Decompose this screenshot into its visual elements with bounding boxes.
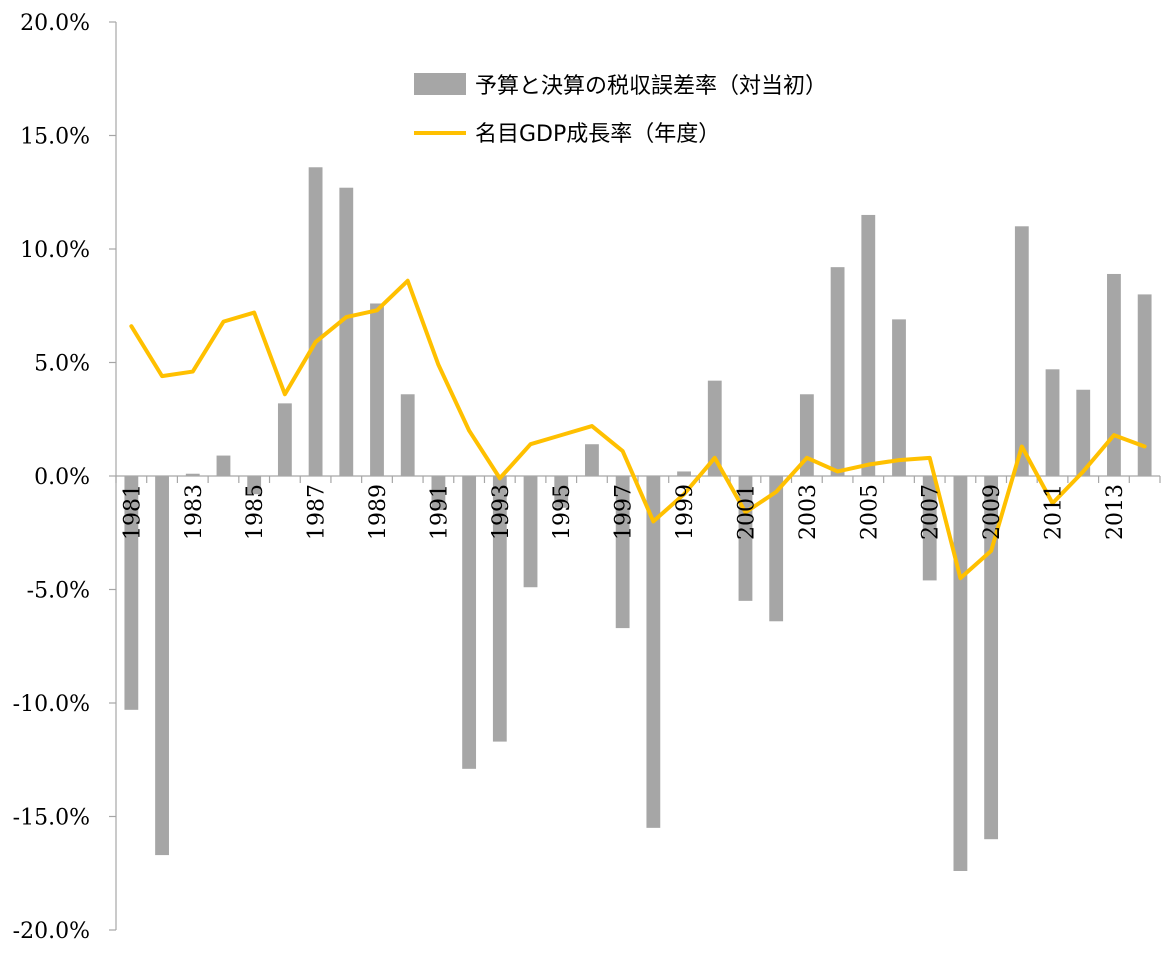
bar-2003 [799, 394, 814, 476]
bar-2010 [1014, 226, 1029, 476]
legend-line-label: 名目GDP成長率（年度） [475, 122, 720, 147]
bar-2008 [953, 476, 968, 871]
x-tick-label: 2011 [1042, 484, 1067, 540]
bar-1987 [308, 167, 323, 476]
y-tick-label: -20.0% [13, 919, 90, 944]
bar-1984 [216, 455, 231, 476]
bar-2000 [707, 380, 722, 476]
y-axis-labels: 20.0% 15.0% 10.0% 5.0% 0.0% -5.0% -10.0% -15.0%… [13, 11, 90, 944]
y-tick-label: 20.0% [20, 11, 90, 36]
axes [109, 21, 1161, 931]
x-tick-label: 1987 [305, 484, 330, 540]
bar-1992 [462, 476, 477, 769]
bar-2007 [922, 476, 937, 581]
x-tick-label: 1991 [427, 484, 452, 540]
legend-bar-label: 予算と決算の税収誤差率（対当初） [475, 74, 827, 99]
bar-1993 [492, 476, 507, 742]
x-tick-label: 1995 [550, 484, 575, 540]
bar-series [124, 167, 1152, 871]
bar-2009 [984, 476, 999, 840]
bar-2012 [1076, 389, 1091, 476]
bar-1990 [400, 394, 415, 476]
bar-1995 [554, 476, 569, 508]
bar-1989 [370, 303, 384, 476]
y-tick-label: 10.0% [20, 238, 90, 263]
bar-1988 [339, 187, 354, 476]
bar-2014 [1137, 294, 1152, 476]
x-tick-label: 1985 [243, 484, 268, 540]
y-tick-label: -5.0% [27, 579, 90, 604]
bar-2011 [1045, 369, 1060, 476]
x-tick-label: 2003 [796, 484, 821, 540]
bar-1997 [615, 476, 630, 629]
bar-1986 [277, 403, 292, 476]
gdp-growth-line [129, 278, 1147, 581]
bar-1998 [646, 476, 661, 828]
bar-2004 [830, 267, 845, 476]
legend-bar-swatch [414, 73, 466, 95]
y-tick-label: -15.0% [13, 806, 90, 831]
legend: 予算と決算の税収誤差率（対当初） 名目GDP成長率（年度） [414, 73, 827, 147]
bar-1994 [523, 476, 538, 588]
line-series [129, 278, 1147, 581]
x-tick-label: 2005 [857, 484, 882, 540]
bar-2005 [861, 214, 876, 476]
y-tick-label: 15.0% [20, 125, 90, 150]
bar-2002 [769, 476, 784, 622]
bar-1985 [247, 476, 262, 495]
x-tick-label: 1999 [673, 484, 698, 540]
x-tick-label: 2001 [734, 484, 759, 540]
x-tick-label: 1993 [489, 484, 514, 540]
bar-1983 [185, 473, 200, 476]
bar-1981 [124, 476, 139, 710]
x-tick-label: 2013 [1103, 484, 1128, 540]
y-tick-label: 5.0% [34, 352, 90, 377]
bar-2006 [892, 319, 906, 476]
y-tick-label: -10.0% [13, 692, 90, 717]
bar-1991 [431, 476, 446, 511]
x-axis-labels: 1981 1983 1985 1987 1989 1991 1993 1995 1997 1999… [120, 484, 1128, 540]
x-tick-label: 1983 [182, 484, 207, 540]
x-tick-label: 1981 [120, 484, 145, 540]
x-tick-label: 1989 [366, 484, 391, 540]
x-tick-label: 2007 [919, 484, 944, 540]
x-tick-label: 2009 [980, 484, 1005, 540]
bar-1999 [677, 471, 691, 476]
bar-1982 [155, 476, 169, 856]
x-tick-label: 1997 [612, 484, 637, 540]
y-axis-ticks [109, 21, 116, 931]
bar-1996 [585, 444, 599, 476]
bar-2013 [1107, 273, 1121, 476]
y-tick-label: 0.0% [34, 465, 90, 490]
